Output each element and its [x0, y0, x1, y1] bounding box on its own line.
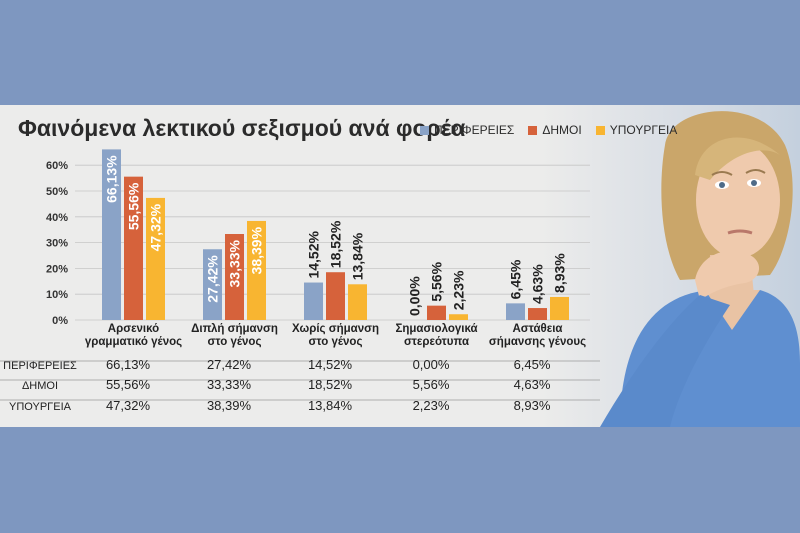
- bar: [124, 176, 143, 320]
- x-category-label: Αστάθεια: [513, 323, 563, 335]
- legend-swatch: [420, 125, 429, 135]
- legend: ΠΕΡΙΦΕΡΕΙΕΣ ΔΗΜΟΙ ΥΠΟΥΡΓΕΙΑ: [420, 123, 691, 137]
- table-cell: 6,45%: [514, 357, 551, 372]
- table-row-label: ΔΗΜΟΙ: [22, 380, 58, 392]
- mouth: [727, 229, 753, 235]
- bar-value-label: 6,45%: [508, 259, 524, 299]
- y-tick-label: 40%: [46, 212, 68, 224]
- bar-value-label: 4,63%: [530, 264, 546, 304]
- x-category-label: Διπλή σήμανση: [191, 323, 278, 335]
- bar-value-label: 5,56%: [429, 261, 445, 301]
- hair-front: [695, 137, 780, 180]
- bar-value-label: 14,52%: [306, 231, 322, 279]
- bar: [326, 272, 345, 320]
- bar: [427, 305, 446, 320]
- bar: [348, 284, 367, 320]
- x-category-label: Σημασιολογικά: [395, 323, 477, 335]
- legend-label: ΔΗΜΟΙ: [542, 123, 582, 137]
- bar: [449, 314, 468, 320]
- legend-item: ΔΗΜΟΙ: [528, 123, 582, 137]
- x-category-label: σήμανσης γένους: [489, 336, 586, 348]
- table-cell: 0,00%: [413, 357, 450, 372]
- table-cell: 18,52%: [308, 377, 353, 392]
- bar-value-label: 18,52%: [328, 220, 344, 268]
- bar-value-label: 38,39%: [249, 226, 265, 274]
- bar: [550, 296, 569, 320]
- bar: [102, 149, 121, 320]
- bar-value-label: 47,32%: [148, 203, 164, 251]
- bar-value-label: 55,56%: [126, 182, 142, 230]
- table-cell: 33,33%: [207, 377, 252, 392]
- table-cell: 47,32%: [106, 398, 151, 413]
- table-cell: 2,23%: [413, 398, 450, 413]
- y-tick-label: 30%: [46, 238, 68, 250]
- x-category-label: στερεότυπα: [404, 336, 469, 348]
- y-tick-label: 0%: [52, 315, 68, 327]
- bar: [528, 308, 547, 320]
- bar-value-label: 2,23%: [451, 270, 467, 310]
- table-row-label: ΥΠΟΥΡΓΕΙΑ: [9, 401, 72, 413]
- bar: [225, 234, 244, 320]
- bar-value-label: 66,13%: [104, 155, 120, 203]
- legend-item: ΠΕΡΙΦΕΡΕΙΕΣ: [420, 123, 514, 137]
- legend-label: ΥΠΟΥΡΓΕΙΑ: [609, 123, 678, 137]
- y-tick-label: 20%: [46, 263, 68, 275]
- legend-item: ΥΠΟΥΡΓΕΙΑ: [595, 123, 678, 137]
- arm: [600, 295, 730, 427]
- legend-swatch: [595, 125, 605, 135]
- y-tick-label: 60%: [46, 160, 68, 172]
- table-row-label: ΠΕΡΙΦΕΡΕΙΕΣ: [3, 360, 77, 372]
- bar-value-label: 8,93%: [552, 253, 568, 293]
- chart-title: Φαινόμενα λεκτικού σεξισμού ανά φορέα: [18, 115, 466, 141]
- legend-swatch: [528, 125, 538, 135]
- y-tick-label: 10%: [46, 289, 68, 301]
- shirt-collar: [705, 290, 760, 330]
- table-cell: 13,84%: [308, 398, 353, 413]
- hand: [695, 251, 760, 300]
- woman-photo: [600, 111, 800, 427]
- bar: [146, 197, 165, 320]
- x-category-label: στο γένος: [309, 336, 363, 348]
- table-cell: 4,63%: [514, 377, 551, 392]
- bar-value-label: 13,84%: [350, 232, 366, 280]
- x-category-label: Αρσενικό: [108, 323, 159, 335]
- table-cell: 38,39%: [207, 398, 252, 413]
- table-cell: 55,56%: [106, 377, 151, 392]
- table-cell: 27,42%: [207, 357, 252, 372]
- y-tick-label: 50%: [46, 186, 68, 198]
- table-cell: 5,56%: [413, 377, 450, 392]
- x-category-label: γραμματικό γένος: [85, 336, 182, 348]
- bar: [506, 303, 525, 320]
- table-cell: 14,52%: [308, 357, 353, 372]
- x-category-label: Χωρίς σήμανση: [292, 323, 379, 335]
- legend-label: ΠΕΡΙΦΕΡΕΙΕΣ: [434, 123, 515, 137]
- x-category-label: στο γένος: [208, 336, 262, 348]
- bar-value-label: 0,00%: [407, 276, 423, 316]
- bar: [247, 220, 266, 320]
- bar-value-label: 27,42%: [205, 255, 221, 303]
- table-cell: 66,13%: [106, 357, 151, 372]
- bar: [203, 249, 222, 320]
- bar-value-label: 33,33%: [227, 239, 243, 287]
- table-cell: 8,93%: [514, 398, 551, 413]
- bar: [304, 282, 323, 320]
